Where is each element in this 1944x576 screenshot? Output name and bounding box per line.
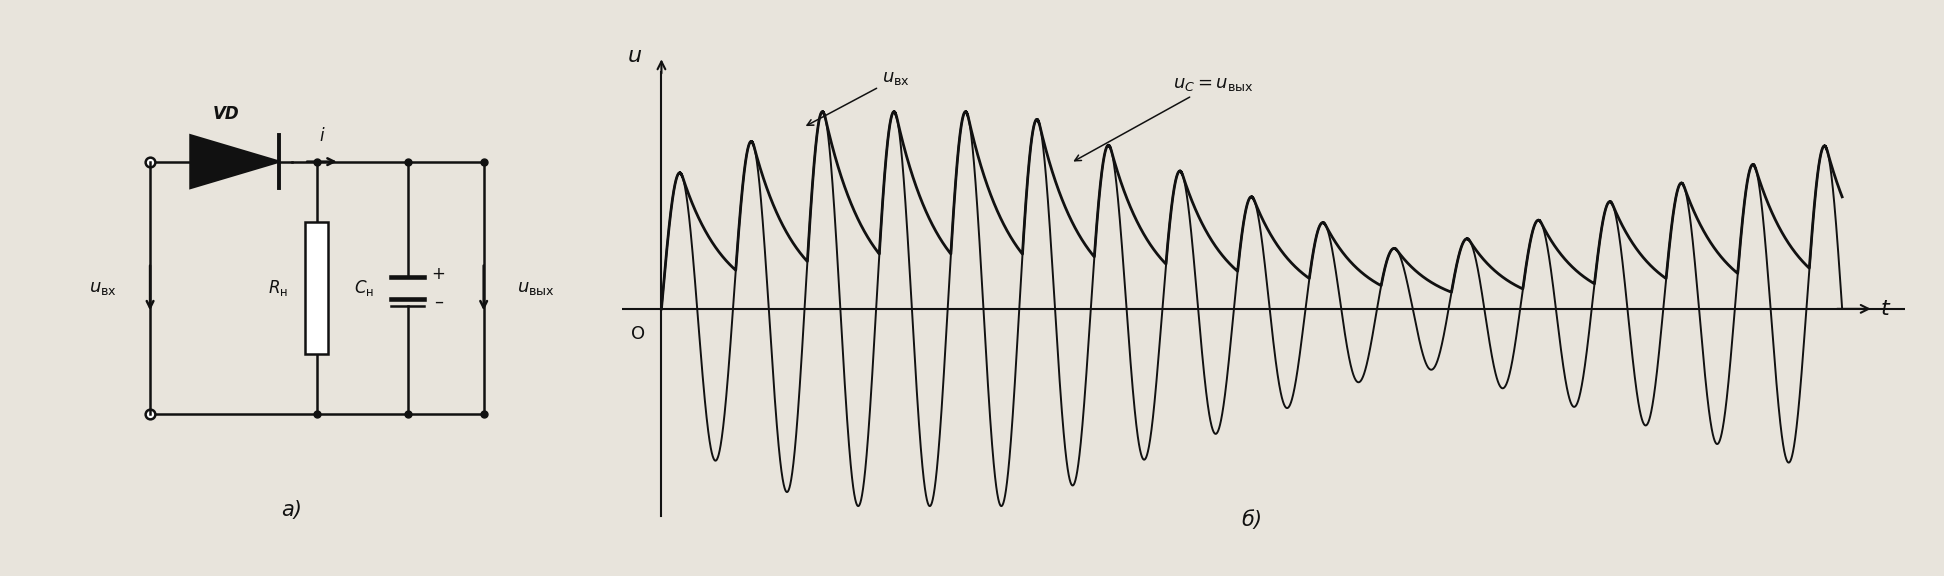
Bar [305,222,329,354]
Text: $i$: $i$ [319,127,325,145]
Text: $u_{\rm вых}$: $u_{\rm вых}$ [517,279,554,297]
Text: $u_{\rm вх}$: $u_{\rm вх}$ [89,279,117,297]
Polygon shape [191,135,280,188]
Text: б): б) [1242,510,1262,530]
Text: VD: VD [212,105,239,123]
Text: $u_C{=}u_{\rm вых}$: $u_C{=}u_{\rm вых}$ [1075,75,1254,161]
Text: $t$: $t$ [1880,299,1892,319]
Text: $u$: $u$ [626,47,642,66]
Text: +: + [432,266,445,283]
Text: O: O [630,325,645,343]
Text: –: – [434,293,443,311]
Text: $C_{\rm н}$: $C_{\rm н}$ [354,278,373,298]
Text: а): а) [282,501,301,520]
Text: $R_{\rm н}$: $R_{\rm н}$ [268,278,288,298]
Text: $u_{\rm вх}$: $u_{\rm вх}$ [807,69,910,126]
